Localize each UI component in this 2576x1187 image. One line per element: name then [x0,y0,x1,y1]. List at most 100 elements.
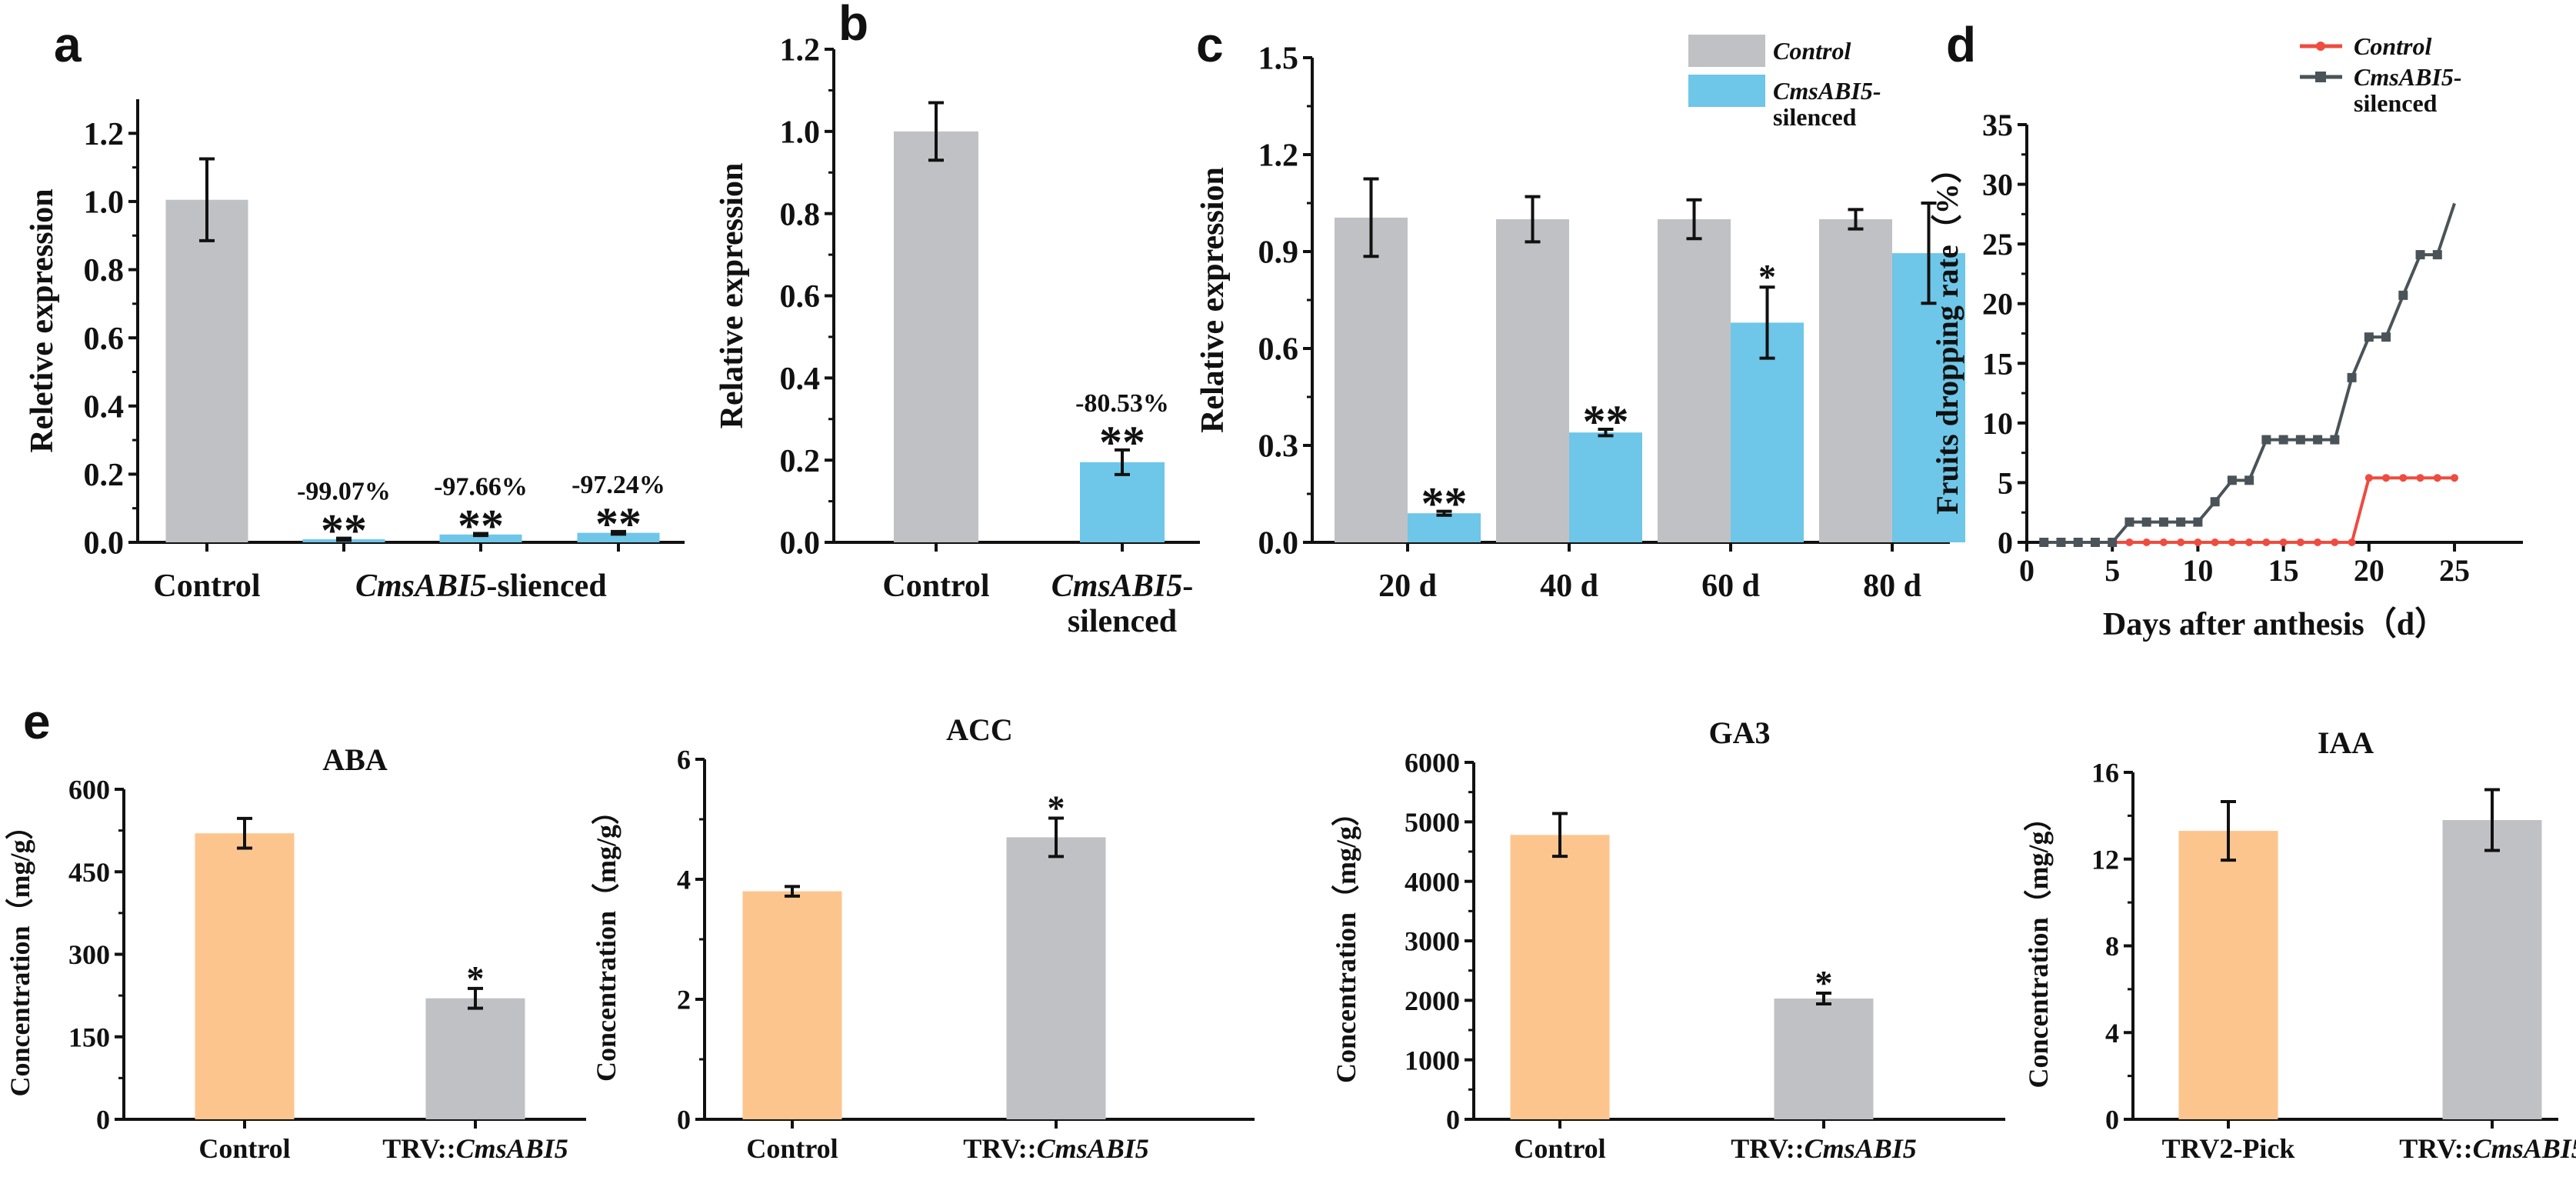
x-tick-label-part: -slienced [486,568,606,604]
significance-marker: * [1048,788,1065,827]
legend-label-part: CmsABI5 [1773,77,1873,105]
x-tick-label-part: CmsABI5 [2473,1133,2576,1164]
data-point [2158,517,2168,527]
bar-control [1335,217,1408,542]
bar [439,534,522,542]
x-axis-label: Days after anthesis（d） [2103,606,2447,642]
legend-label-part: silenced [2354,89,2438,117]
x-tick-label: TRV::CmsABI5 [1731,1133,1916,1164]
y-tick-label: 0.9 [1258,235,1299,271]
chart-title: ABA [322,742,388,777]
x-tick-label-part: Control [198,1133,290,1164]
y-tick-label: 25 [1982,227,2013,262]
y-tick-label: 30 [1982,168,2013,202]
bar [894,131,978,543]
significance-marker: ** [1099,417,1145,468]
bar-control [1658,219,1731,542]
y-tick-label: 0.4 [84,389,125,425]
y-tick-label: 0.0 [1258,526,1299,562]
data-point [2381,332,2391,342]
x-tick-label-part: Control [153,568,260,604]
x-tick-label: Control [153,568,260,604]
data-point [2347,372,2357,382]
y-tick-label: 0 [1998,525,2013,560]
percent-change-label: -99.07% [297,478,391,506]
y-axis-label: Reletive expression [25,188,60,452]
x-tick-label: 15 [2268,553,2299,588]
data-point [2382,474,2391,482]
x-tick-label: TRV::CmsABI5 [382,1133,568,1164]
y-tick-label: 5000 [1405,807,1460,838]
legend-label: CmsABI5-silenced [2354,63,2461,117]
y-axis-label: Fruits dropping rate（%） [1930,152,1964,514]
x-tick-label: TRV2-Pick [2162,1133,2295,1164]
x-tick-label: 5 [2104,553,2120,588]
x-tick-label: CmsABI5-slienced [355,568,607,604]
data-point [2228,538,2236,546]
bar-silenced [1408,513,1481,542]
y-axis-label: Relative expression [715,163,750,429]
legend-swatch [1688,75,1765,107]
legend-label-part: Control [1773,37,1851,65]
data-point [2176,517,2186,527]
data-point [2296,538,2304,546]
chart-title: GA3 [1709,715,1771,750]
significance-marker: * [1758,257,1776,296]
x-tick-label-part: TRV:: [382,1133,455,1164]
x-tick-label: Control [746,1133,838,1164]
significance-marker: * [467,959,485,998]
x-tick-label: Control [1514,1133,1605,1164]
y-tick-label: 0.8 [84,253,125,288]
data-point [2124,517,2134,527]
y-tick-label: 4000 [1405,866,1460,897]
x-tick-label-part: Control [882,568,989,604]
x-tick-label-part: CmsABI5 [1805,1133,1917,1164]
significance-marker: ** [458,500,504,551]
panel-label-d: d [1946,17,1976,72]
y-tick-label: 2 [677,985,691,1015]
data-point [2141,517,2151,527]
x-tick-label: 25 [2439,553,2470,588]
y-tick-label: 0.6 [84,322,125,357]
y-axis-label: Concentration（mg/g） [5,812,35,1097]
legend-marker [2315,72,2326,82]
bar [742,891,842,1119]
legend-label-part: CmsABI5 [2354,63,2454,91]
legend-swatch [1688,35,1765,67]
x-tick-label-part: - [1182,568,1193,604]
x-tick-label: Control [882,568,989,604]
y-tick-label: 0.6 [1258,332,1299,368]
data-point [2211,538,2219,546]
data-point [2056,538,2066,547]
data-point [2415,250,2425,260]
y-tick-label: 15 [1982,346,2013,381]
x-tick-label: Control [198,1133,290,1164]
x-tick-label: TRV::CmsABI5 [963,1133,1148,1164]
significance-marker: ** [1583,396,1629,447]
significance-marker: ** [321,505,367,556]
bar [2442,820,2542,1119]
data-point [2159,538,2168,546]
y-tick-label: 20 [1982,287,2013,322]
y-tick-label: 1.2 [1258,138,1299,174]
bar [1006,837,1106,1119]
y-tick-label: 0.8 [780,197,821,232]
legend-label-part: silenced [1773,103,1857,131]
data-point [2194,538,2202,546]
x-tick-label: 10 [2182,553,2213,588]
y-tick-label: 0.3 [1258,429,1299,465]
y-tick-label: 1000 [1405,1045,1460,1075]
y-tick-label: 6 [677,745,691,775]
y-tick-label: 0.0 [84,526,125,562]
y-tick-label: 0 [1446,1105,1460,1135]
y-tick-label: 2000 [1405,985,1460,1016]
data-point [2090,538,2100,547]
legend-label-part: - [2454,63,2462,91]
data-point [2039,538,2049,547]
data-point [2451,474,2459,482]
data-point [2399,474,2408,482]
data-point [2262,538,2271,546]
data-point [2261,435,2271,445]
bar-silenced [1569,432,1642,542]
y-tick-label: 300 [68,939,110,970]
